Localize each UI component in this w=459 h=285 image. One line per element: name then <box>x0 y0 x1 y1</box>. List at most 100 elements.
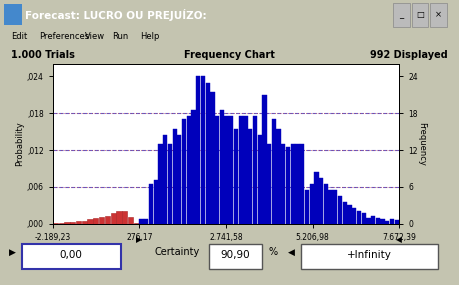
Bar <box>4 5 22 25</box>
FancyBboxPatch shape <box>301 244 438 269</box>
Text: 992 Displayed: 992 Displayed <box>370 50 448 60</box>
Bar <box>196 76 201 224</box>
Text: Certainty: Certainty <box>154 247 199 257</box>
Text: 0,00: 0,00 <box>60 250 83 260</box>
Bar <box>177 135 181 224</box>
Bar <box>173 129 177 224</box>
Bar <box>187 116 191 224</box>
Text: 1.000 Trials: 1.000 Trials <box>11 50 75 60</box>
Bar <box>224 116 229 224</box>
Bar <box>342 202 347 224</box>
Text: □: □ <box>416 10 424 19</box>
Bar <box>291 144 295 224</box>
Text: %: % <box>269 247 278 257</box>
Bar <box>229 116 234 224</box>
Bar <box>329 190 333 224</box>
Bar <box>248 129 252 224</box>
Bar <box>267 144 271 224</box>
Bar <box>319 178 323 224</box>
Bar <box>93 218 98 224</box>
Bar <box>163 135 167 224</box>
Bar <box>305 190 309 224</box>
Bar <box>333 190 337 224</box>
Bar <box>352 208 356 224</box>
Text: ◀: ◀ <box>397 235 402 244</box>
Bar <box>381 219 385 224</box>
Text: _: _ <box>399 10 404 19</box>
FancyBboxPatch shape <box>430 3 447 27</box>
Bar <box>154 180 158 224</box>
Text: Edit: Edit <box>11 32 28 42</box>
Text: Help: Help <box>140 32 159 42</box>
Bar <box>385 221 389 224</box>
Bar <box>182 119 186 224</box>
Bar <box>111 213 116 224</box>
Bar <box>347 205 352 224</box>
Bar <box>243 116 248 224</box>
Bar <box>70 222 75 224</box>
Y-axis label: Frequency: Frequency <box>417 122 426 166</box>
Text: +Infinity: +Infinity <box>347 250 392 260</box>
Bar <box>276 129 281 224</box>
Bar <box>128 217 133 224</box>
Text: Preferences: Preferences <box>39 32 89 42</box>
Bar <box>158 144 162 224</box>
Bar <box>149 184 153 224</box>
FancyBboxPatch shape <box>22 244 121 269</box>
Bar <box>105 216 110 224</box>
Bar <box>134 223 139 224</box>
Bar <box>314 172 319 224</box>
Bar <box>116 211 122 224</box>
Bar <box>262 95 267 224</box>
Bar <box>87 219 93 224</box>
Bar <box>99 217 104 224</box>
Bar <box>239 116 243 224</box>
FancyBboxPatch shape <box>393 3 410 27</box>
Bar <box>168 144 172 224</box>
Bar <box>191 110 196 224</box>
Text: ×: × <box>435 10 442 19</box>
Bar <box>206 83 210 224</box>
Bar <box>357 211 361 224</box>
Text: Forecast: LUCRO OU PREJUÍZO:: Forecast: LUCRO OU PREJUÍZO: <box>25 9 207 21</box>
Text: 90,90: 90,90 <box>220 250 250 260</box>
Bar <box>210 92 214 224</box>
Bar <box>215 116 219 224</box>
Bar <box>395 220 399 224</box>
Bar <box>362 213 366 224</box>
FancyBboxPatch shape <box>412 3 428 27</box>
Bar <box>253 116 257 224</box>
Bar <box>376 218 380 224</box>
Bar <box>122 211 127 224</box>
Bar <box>234 129 238 224</box>
Bar <box>371 216 375 224</box>
Text: ◀: ◀ <box>288 247 295 256</box>
Bar <box>53 223 58 224</box>
Bar <box>201 76 205 224</box>
Bar <box>309 184 314 224</box>
Bar <box>390 219 394 224</box>
Bar <box>76 221 81 224</box>
Bar <box>257 135 262 224</box>
Bar <box>300 144 304 224</box>
Bar <box>324 184 328 224</box>
FancyBboxPatch shape <box>209 244 262 269</box>
Bar <box>338 196 342 224</box>
Bar <box>366 217 370 224</box>
Bar <box>286 147 290 224</box>
Bar <box>140 219 144 224</box>
Bar <box>281 144 285 224</box>
Bar <box>295 144 300 224</box>
Bar <box>82 221 87 224</box>
Y-axis label: Probability: Probability <box>15 121 24 166</box>
Text: Run: Run <box>112 32 129 42</box>
Bar <box>144 219 148 224</box>
Bar <box>59 223 64 224</box>
Text: ▶: ▶ <box>10 247 16 256</box>
Bar <box>220 110 224 224</box>
Bar <box>64 223 69 224</box>
Text: View: View <box>85 32 105 42</box>
Text: ▶: ▶ <box>136 235 142 244</box>
Text: Frequency Chart: Frequency Chart <box>184 50 275 60</box>
Bar <box>272 119 276 224</box>
